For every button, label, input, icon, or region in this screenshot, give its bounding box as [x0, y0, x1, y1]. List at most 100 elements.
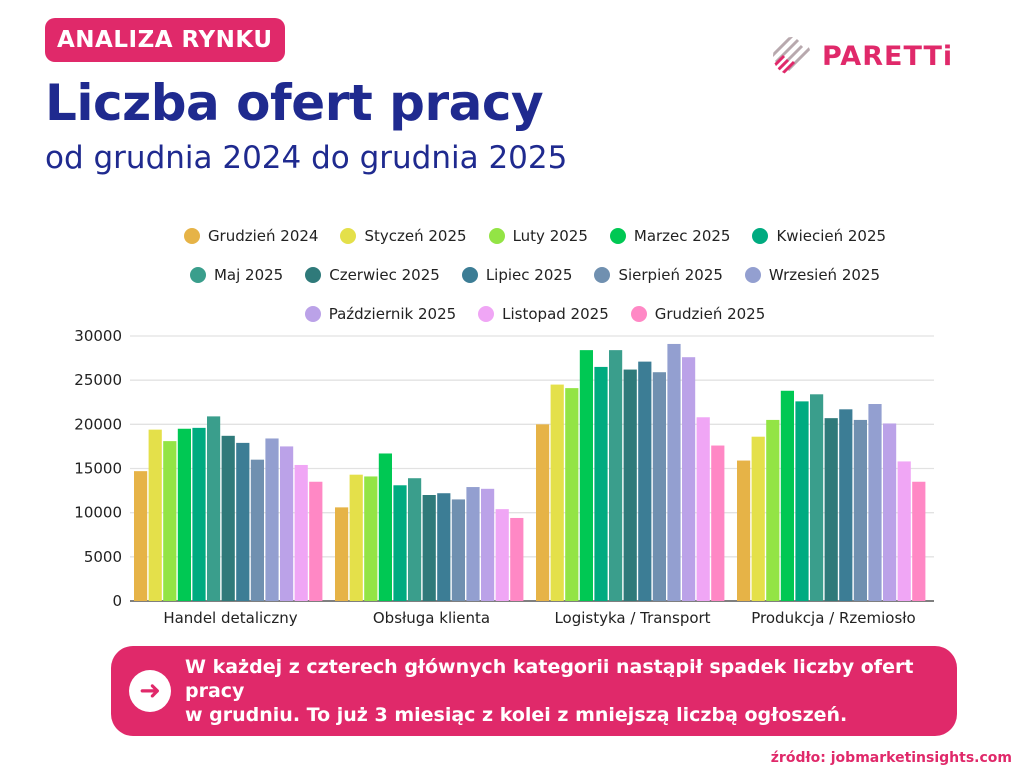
bar	[883, 423, 897, 601]
bar	[594, 366, 608, 601]
bar	[550, 384, 564, 601]
legend-swatch	[594, 266, 611, 283]
legend-label: Kwiecień 2025	[776, 226, 887, 245]
bar	[466, 487, 480, 601]
bar	[408, 478, 422, 601]
bar	[652, 372, 666, 601]
x-tick-label: Logistyka / Transport	[554, 609, 710, 627]
logo-text: PARETTi	[822, 40, 954, 72]
legend-swatch	[630, 305, 647, 322]
y-tick-label: 30000	[74, 327, 122, 345]
legend-label: Listopad 2025	[502, 304, 609, 323]
bar	[495, 509, 509, 601]
y-tick-label: 0	[112, 592, 122, 610]
bar	[265, 438, 279, 601]
bar	[766, 419, 780, 601]
bar-chart: 0 5000 10000 15000 20000 25000 30000 Handel det…	[74, 327, 934, 627]
x-tick-label: Obsługa klienta	[373, 609, 490, 627]
bar	[294, 464, 308, 601]
legend-swatch	[461, 266, 478, 283]
bar	[853, 419, 867, 601]
legend-item: Marzec 2025	[609, 226, 731, 245]
bar	[696, 417, 710, 601]
x-tick-label: Handel detaliczny	[163, 609, 297, 627]
y-tick-label: 20000	[74, 415, 122, 433]
page-subtitle: od grudnia 2024 do grudnia 2025	[45, 140, 568, 176]
legend-item: Kwiecień 2025	[752, 227, 886, 245]
bar	[236, 442, 250, 601]
bar	[221, 435, 235, 601]
page-title: Liczba ofert pracy	[45, 74, 544, 132]
bar	[364, 476, 378, 601]
legend-swatch	[189, 266, 206, 283]
legend-label: Czerwiec 2025	[329, 265, 440, 284]
bar	[609, 350, 623, 601]
legend-label: Październik 2025	[328, 304, 457, 323]
bar	[795, 401, 809, 601]
bar	[378, 453, 392, 601]
bar	[134, 471, 148, 601]
callout-line-1: W każdej z czterech głównych kategorii n…	[185, 656, 914, 702]
bar	[163, 441, 177, 601]
chart-legend: Grudzień 2024 Styczeń 2025 Luty 2025 Marzec…	[110, 216, 960, 333]
bar	[250, 459, 264, 601]
legend-swatch	[744, 266, 761, 283]
callout-box: ➜ W każdej z czterech głównych kategorii…	[111, 646, 957, 736]
legend-swatch	[609, 227, 626, 244]
legend-item: Listopad 2025	[478, 305, 609, 323]
legend-item: Grudzień 2025	[630, 304, 766, 323]
y-tick-label: 5000	[84, 548, 122, 566]
bar	[839, 409, 853, 601]
bar	[737, 460, 751, 601]
bar	[481, 488, 495, 601]
legend-item: Sierpień 2025	[594, 266, 723, 284]
legend-label: Maj 2025	[213, 265, 284, 284]
legend-label: Grudzień 2025	[654, 304, 766, 323]
y-tick-label: 25000	[74, 371, 122, 389]
bar	[207, 416, 221, 601]
legend-swatch	[305, 266, 322, 283]
legend-item: Październik 2025	[304, 304, 457, 323]
legend-label: Lipiec 2025	[485, 265, 573, 284]
bar	[309, 481, 323, 601]
callout-text: W każdej z czterech głównych kategorii n…	[185, 655, 957, 727]
bar	[667, 343, 681, 601]
bar	[897, 461, 911, 601]
bar	[393, 485, 407, 601]
bar	[751, 436, 765, 601]
bar	[349, 474, 363, 601]
logo: PARETTi	[772, 36, 953, 76]
bar	[437, 493, 451, 601]
legend-swatch	[183, 227, 200, 244]
bar	[579, 350, 593, 601]
legend-label: Luty 2025	[512, 226, 588, 245]
bar	[280, 446, 294, 601]
legend-label: Marzec 2025	[633, 226, 731, 245]
legend-item: Czerwiec 2025	[305, 266, 440, 284]
bar	[192, 427, 206, 601]
arrow-right-icon: ➜	[129, 670, 171, 712]
bar	[510, 517, 524, 601]
bar	[810, 394, 824, 601]
bar	[623, 369, 637, 601]
bar	[422, 495, 436, 601]
logo-icon	[773, 37, 811, 75]
legend-label: Wrzesień 2025	[768, 265, 881, 284]
bar	[148, 429, 162, 601]
bar	[824, 418, 838, 601]
legend-swatch	[488, 227, 505, 244]
legend-swatch	[304, 305, 321, 322]
legend-item: Wrzesień 2025	[744, 265, 881, 284]
legend-item: Maj 2025	[189, 265, 284, 284]
legend-swatch	[340, 227, 357, 244]
legend-label: Grudzień 2024	[207, 226, 319, 245]
bar	[451, 499, 465, 601]
legend-item: Lipiec 2025	[461, 265, 573, 284]
y-tick-label: 15000	[74, 460, 122, 478]
legend-swatch	[478, 305, 495, 322]
y-tick-label: 10000	[74, 504, 122, 522]
bar	[536, 424, 550, 601]
legend-label: Styczeń 2025	[364, 226, 467, 245]
bar	[780, 390, 794, 601]
x-tick-label: Produkcja / Rzemiosło	[751, 609, 915, 627]
